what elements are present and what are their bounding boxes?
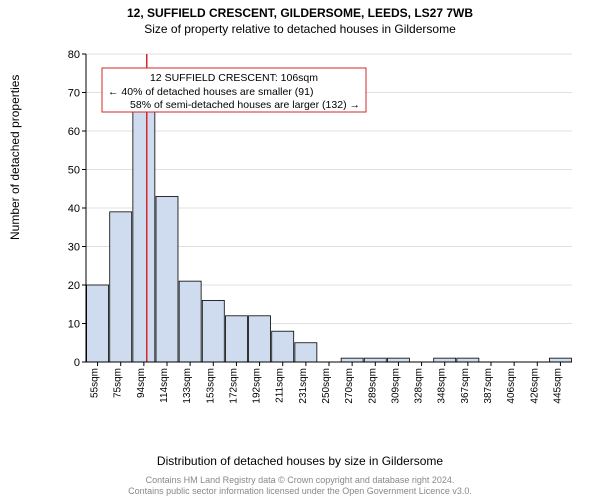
bars xyxy=(87,112,572,362)
y-axis: 0 10 20 30 40 50 60 70 80 xyxy=(68,49,86,369)
annotation-line-3: 58% of semi-detached houses are larger (… xyxy=(130,99,360,111)
x-axis-label: Distribution of detached houses by size … xyxy=(0,454,600,468)
svg-text:70: 70 xyxy=(68,88,80,100)
svg-text:348sqm: 348sqm xyxy=(437,368,448,404)
svg-text:387sqm: 387sqm xyxy=(483,368,494,404)
svg-text:30: 30 xyxy=(68,242,80,254)
svg-text:114sqm: 114sqm xyxy=(159,368,170,403)
svg-text:426sqm: 426sqm xyxy=(529,368,540,404)
svg-text:153sqm: 153sqm xyxy=(205,368,216,404)
attribution-footer: Contains HM Land Registry data © Crown c… xyxy=(0,475,600,498)
svg-text:328sqm: 328sqm xyxy=(414,368,425,404)
svg-text:309sqm: 309sqm xyxy=(390,368,401,404)
y-axis-label: Number of detached properties xyxy=(8,75,22,240)
svg-text:133sqm: 133sqm xyxy=(182,368,193,404)
annotation-line-1: 12 SUFFIELD CRESCENT: 106sqm xyxy=(150,72,318,84)
svg-text:40: 40 xyxy=(68,203,80,215)
svg-text:50: 50 xyxy=(68,165,80,177)
annotation-line-2: ← 40% of detached houses are smaller (91… xyxy=(108,86,313,98)
svg-text:75sqm: 75sqm xyxy=(113,368,124,398)
footer-line-1: Contains HM Land Registry data © Crown c… xyxy=(0,475,600,487)
title-line-2: Size of property relative to detached ho… xyxy=(0,22,600,36)
svg-text:10: 10 xyxy=(68,319,80,331)
svg-text:20: 20 xyxy=(68,280,80,292)
svg-text:250sqm: 250sqm xyxy=(321,368,332,404)
bar-chart: 12 SUFFIELD CRESCENT: 106sqm ← 40% of de… xyxy=(58,48,578,408)
svg-text:60: 60 xyxy=(68,126,80,138)
svg-text:192sqm: 192sqm xyxy=(252,368,263,404)
svg-text:406sqm: 406sqm xyxy=(506,368,517,404)
svg-text:231sqm: 231sqm xyxy=(298,368,309,404)
x-axis: 55sqm 75sqm 94sqm 114sqm 133sqm 153sqm 172sqm 1… xyxy=(86,362,572,404)
footer-line-2: Contains public sector information licen… xyxy=(0,486,600,498)
svg-text:172sqm: 172sqm xyxy=(228,368,239,404)
svg-text:445sqm: 445sqm xyxy=(552,368,563,404)
annotation-callout: 12 SUFFIELD CRESCENT: 106sqm ← 40% of de… xyxy=(102,68,366,112)
svg-text:80: 80 xyxy=(68,49,80,61)
svg-text:367sqm: 367sqm xyxy=(460,368,471,404)
svg-text:211sqm: 211sqm xyxy=(275,368,286,403)
svg-text:94sqm: 94sqm xyxy=(136,368,147,398)
svg-text:289sqm: 289sqm xyxy=(367,368,378,404)
title-line-1: 12, SUFFIELD CRESCENT, GILDERSOME, LEEDS… xyxy=(0,6,600,20)
chart-titles: 12, SUFFIELD CRESCENT, GILDERSOME, LEEDS… xyxy=(0,0,600,36)
svg-text:55sqm: 55sqm xyxy=(90,368,101,398)
svg-text:0: 0 xyxy=(74,357,80,369)
svg-text:270sqm: 270sqm xyxy=(344,368,355,404)
